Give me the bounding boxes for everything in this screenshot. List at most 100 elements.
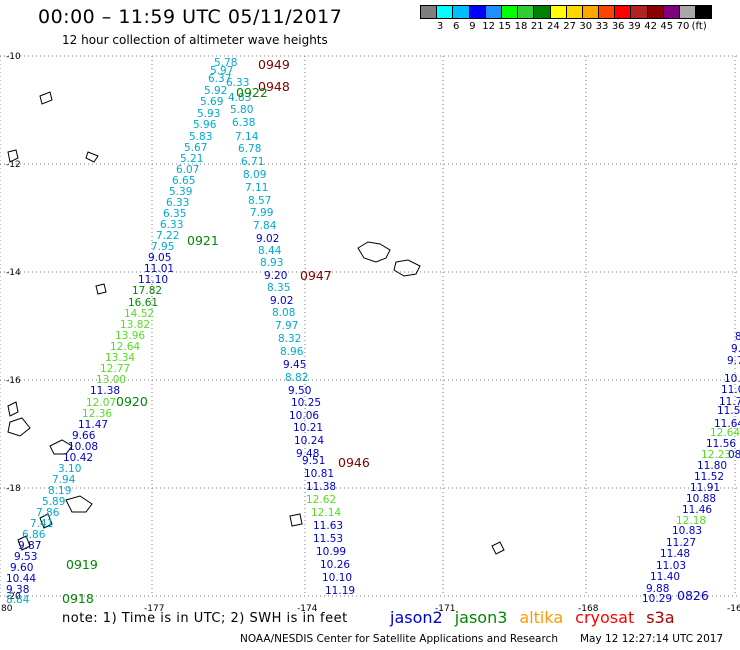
- pass-time-label: 0946: [338, 455, 370, 470]
- pass-time-label: 0826: [677, 588, 709, 603]
- wave-height-value: 11.19: [325, 585, 355, 597]
- latitude-tick: -12: [6, 160, 21, 170]
- wave-height-value: 9.02: [256, 233, 279, 245]
- wave-height-value: 4.83: [228, 92, 251, 104]
- wave-height-value: 8.19: [48, 485, 71, 497]
- mission-legend-item: altika: [519, 608, 564, 627]
- wave-height-value: 9.66: [72, 430, 96, 442]
- wave-height-value: 8.93: [260, 257, 283, 269]
- pass-time-label: 0949: [258, 57, 290, 72]
- color-scale-label: 24: [547, 21, 560, 32]
- longitude-tick: -168: [578, 604, 599, 614]
- color-scale-label: 33: [595, 21, 609, 32]
- wave-height-value: 7.11: [245, 182, 268, 194]
- island-outline: [491, 541, 505, 555]
- color-scale-label: 3: [436, 21, 444, 32]
- land-outlines: [7, 91, 505, 555]
- wave-height-value: 6.33: [166, 197, 189, 209]
- wave-height-value: 7.94: [52, 474, 76, 486]
- wave-height-value: 7.99: [250, 207, 273, 219]
- wave-height-value: 11.56: [706, 438, 736, 450]
- wave-height-value: 7.22: [156, 230, 179, 242]
- longitude-tick: -171: [435, 604, 455, 614]
- wave-height-value: 11.75: [719, 396, 740, 408]
- color-scale-label: 45: [660, 21, 674, 32]
- longitude-tick: -177: [144, 604, 164, 614]
- wave-height-value: 8.08: [272, 307, 295, 319]
- wave-height-value: 9.60: [10, 562, 33, 574]
- wave-height-value: 8.35: [267, 282, 290, 294]
- island-outline: [7, 401, 19, 417]
- color-scale-labels: 3 6 9 12 15 18 21 24 27 30 33 36 39 42 45 70 (ft): [420, 21, 740, 35]
- wave-height-value: 10.10: [322, 572, 352, 584]
- wave-height-value: 12.64: [110, 341, 140, 353]
- wave-height-value: 9.50: [288, 385, 311, 397]
- color-scale-label: 30: [579, 21, 593, 32]
- wave-height-value: 9.53: [14, 551, 37, 563]
- wave-height-value: 5.83: [189, 131, 212, 143]
- pass-time-label: 0922: [236, 85, 268, 100]
- wave-height-labels: 5.785.976.376.335.924.835.695.805.935.96…: [6, 57, 740, 606]
- pass-time-label: 0918: [62, 591, 94, 606]
- wave-height-value: 11.54: [717, 405, 740, 417]
- wave-height-value: 11.52: [694, 471, 724, 483]
- wave-height-value: 5.92: [204, 85, 227, 97]
- wave-height-value: 6.71: [241, 156, 264, 168]
- wave-height-value: 8.84: [6, 594, 30, 606]
- wave-height-value: 9.87: [18, 540, 41, 552]
- wave-height-value: 16.61: [128, 297, 158, 309]
- island-outline: [357, 241, 391, 263]
- wave-height-value: 13.82: [120, 319, 150, 331]
- wave-height-value: 11.10: [138, 274, 168, 286]
- wave-height-value: 9.20: [264, 270, 287, 282]
- wave-height-value: 9.38: [6, 584, 29, 596]
- wave-height-value: 5.96: [193, 119, 217, 131]
- wave-height-value: 11.48: [660, 548, 690, 560]
- wave-height-value: 8.44: [258, 245, 282, 257]
- wave-height-value: 6.33: [226, 77, 249, 89]
- pass-time-label: 0920: [116, 394, 148, 409]
- wave-height-value: 11.63: [313, 520, 343, 532]
- wave-height-value: 11.80: [697, 460, 727, 472]
- wave-height-value: 8.82: [285, 372, 308, 384]
- latitude-tick: -18: [6, 484, 21, 494]
- island-outline: [17, 535, 31, 551]
- wave-height-value: 10.81: [304, 468, 334, 480]
- color-scale-label: 21: [530, 21, 544, 32]
- island-outline: [49, 439, 73, 455]
- wave-height-value: 11.53: [313, 533, 343, 545]
- footer-timestamp: May 12 12:27:14 UTC 2017: [580, 633, 724, 645]
- wave-height-value: 11.47: [78, 419, 108, 431]
- wave-height-value: 9.45: [283, 359, 306, 371]
- color-scale-label: 36: [611, 21, 625, 32]
- longitude-tick: -180: [0, 604, 13, 614]
- color-scale-label: 15: [498, 21, 512, 32]
- wave-height-value: 11.46: [682, 504, 712, 516]
- wave-height-value: 11.04: [721, 384, 740, 396]
- wave-height-value: 9.51: [302, 455, 325, 467]
- wave-height-value: 9.02: [270, 295, 293, 307]
- island-outline: [7, 417, 31, 437]
- wave-height-value: 9.05: [148, 252, 171, 264]
- wave-height-value: 6.33: [160, 219, 183, 231]
- wave-height-value: 8.96: [280, 346, 304, 358]
- wave-height-value: 5.89: [42, 496, 65, 508]
- color-scale-label: 6: [453, 21, 460, 32]
- wave-height-value: 11.01: [144, 263, 174, 275]
- mission-legend-item: jason2: [390, 608, 443, 627]
- wave-height-value: 6.37: [208, 73, 231, 85]
- island-outline: [289, 513, 303, 527]
- wave-height-value: 8.57: [248, 195, 271, 207]
- wave-height-value: 12.14: [311, 507, 341, 519]
- wave-height-value: 9.: [731, 343, 740, 355]
- island-outline: [393, 259, 421, 277]
- wave-height-value: 10.99: [316, 546, 346, 558]
- wave-height-value: 7.86: [36, 507, 60, 519]
- island-outline: [65, 495, 93, 513]
- mission-legend: jason2 jason3 altika cryosat s3a: [390, 608, 687, 627]
- wave-height-value: 6.07: [176, 164, 199, 176]
- wave-height-value: 10.08: [68, 441, 98, 453]
- wave-height-value: 13.00: [96, 374, 126, 386]
- mission-legend-item: jason3: [454, 608, 508, 627]
